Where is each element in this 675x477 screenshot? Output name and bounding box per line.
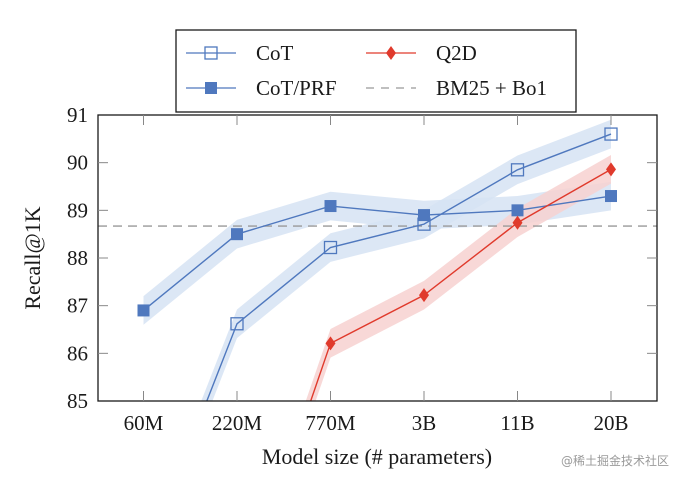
data-point-q2d-3b xyxy=(419,288,429,303)
series-markers xyxy=(137,127,618,351)
data-point-cot-prf-11b xyxy=(511,204,524,217)
x-tick-label: 3B xyxy=(412,411,437,435)
data-point-q2d-20b xyxy=(606,162,616,177)
x-tick-label: 220M xyxy=(212,411,263,435)
y-tick-label: 86 xyxy=(67,341,88,365)
y-tick-label: 89 xyxy=(67,198,88,222)
y-tick-label: 88 xyxy=(67,246,88,270)
line-cot-prf xyxy=(143,195,612,311)
legend-label: Q2D xyxy=(436,41,477,65)
x-tick-label: 20B xyxy=(593,411,628,435)
data-point-cot-220m xyxy=(230,317,244,331)
y-tick-label: 85 xyxy=(67,389,88,413)
legend-label: CoT xyxy=(256,41,294,65)
data-point-cot-770m xyxy=(323,240,338,255)
x-tick-label: 60M xyxy=(124,411,164,435)
data-point-cot-20b xyxy=(604,127,618,141)
band-cot-prf xyxy=(143,181,611,325)
data-point-cot-prf-60m xyxy=(137,304,150,317)
x-tick-label: 770M xyxy=(305,411,356,435)
legend-label: CoT/PRF xyxy=(256,76,337,100)
data-point-cot-prf-770m xyxy=(324,200,337,213)
watermark: @稀土掘金技术社区 xyxy=(560,454,669,468)
x-axis-label: Model size (# parameters) xyxy=(262,444,492,469)
legend-box xyxy=(175,29,577,113)
tick-labels: 60M 220M 770M 3B 11B 20B 85 86 87 88 89 90 91 xyxy=(67,103,629,435)
filled-square-icon xyxy=(205,82,217,94)
data-point-q2d-11b xyxy=(512,215,523,230)
y-axis-label: Recall@1K xyxy=(20,206,45,309)
legend-label: BM25 + Bo1 xyxy=(436,76,547,100)
y-tick-label: 91 xyxy=(67,103,88,127)
y-tick-label: 90 xyxy=(67,151,88,175)
legend: CoT Q2D CoT/PRF BM25 + Bo1 xyxy=(175,29,577,113)
band-cot xyxy=(201,119,611,401)
confidence-bands xyxy=(143,119,611,401)
data-point-cot-11b xyxy=(510,163,525,177)
data-point-q2d-770m xyxy=(325,336,336,351)
line-cot xyxy=(206,133,612,401)
legend-item: Q2D xyxy=(366,41,477,65)
data-point-cot-prf-3b xyxy=(418,209,430,222)
legend-item: CoT/PRF xyxy=(186,76,337,100)
band-q2d xyxy=(305,155,611,401)
data-point-cot-prf-220m xyxy=(231,228,243,241)
x-tick-label: 11B xyxy=(500,411,534,435)
axes xyxy=(97,114,658,402)
y-tick-label: 87 xyxy=(67,294,88,318)
data-point-cot-prf-20b xyxy=(605,190,617,203)
diamond-icon xyxy=(386,46,396,60)
open-square-icon xyxy=(204,46,218,60)
legend-item: BM25 + Bo1 xyxy=(366,76,547,100)
legend-item: CoT xyxy=(186,41,294,65)
